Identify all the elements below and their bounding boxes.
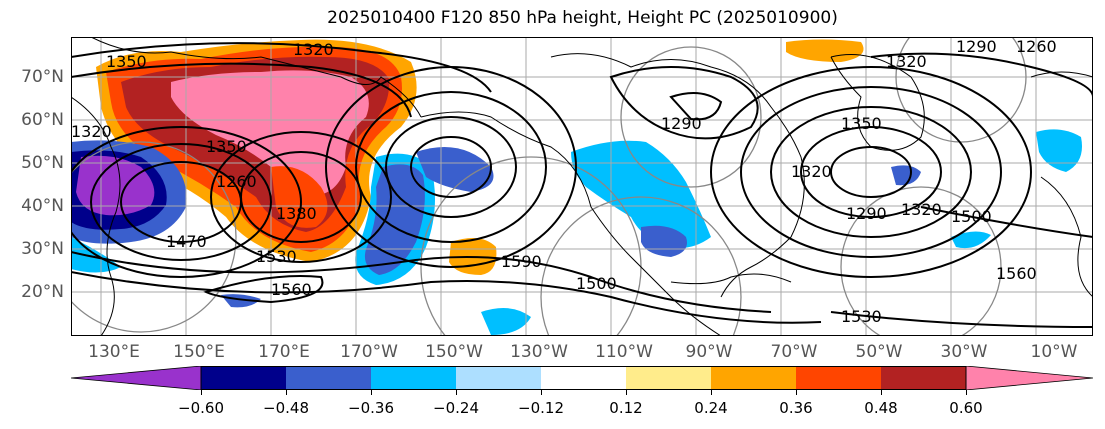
lon-label-110w: 110°W [595, 342, 653, 362]
lon-label-170e: 170°E [258, 342, 310, 362]
colorbar-label: −0.12 [518, 399, 564, 417]
lon-label-70w: 70°W [770, 342, 818, 362]
contour-label: 1350 [841, 114, 882, 133]
lat-label-50n: 50°N [21, 153, 64, 173]
contour-label: 1560 [996, 264, 1037, 283]
colorbar-segment [965, 365, 1094, 391]
colorbar-label: 0.60 [949, 399, 983, 417]
contour-label: 1290 [956, 37, 997, 56]
contour-label: 1380 [276, 204, 317, 223]
contour-label: 1290 [846, 204, 887, 223]
colorbar-tick [881, 390, 882, 395]
contour-label: 1260 [1016, 37, 1057, 56]
colorbar [70, 365, 1094, 391]
map-title: 2025010400 F120 850 hPa height, Height P… [327, 8, 838, 28]
colorbar-label: −0.48 [263, 399, 309, 417]
colorbar-segment [796, 366, 881, 390]
contour-label: 1350 [206, 137, 247, 156]
colorbar-tick [626, 390, 627, 395]
contour-label: 1290 [661, 114, 702, 133]
lon-label-130w: 130°W [510, 342, 568, 362]
lon-label-30w: 30°W [940, 342, 988, 362]
colorbar-segment [711, 366, 796, 390]
map-frame [71, 37, 1093, 336]
lon-label-10w: 10°W [1030, 342, 1078, 362]
lon-label-150w: 150°W [425, 342, 483, 362]
colorbar-segment [881, 366, 966, 390]
colorbar-segment [541, 366, 626, 390]
map-panel: 1320 1350 1350 1320 1260 1380 1470 1530 … [71, 37, 1093, 336]
colorbar-segment [70, 365, 202, 391]
colorbar-label: −0.36 [348, 399, 394, 417]
colorbar-segment [626, 366, 711, 390]
contour-label: 1320 [791, 162, 832, 181]
ensemble-circles [71, 37, 1027, 336]
map-canvas: 1320 1350 1350 1320 1260 1380 1470 1530 … [71, 37, 1093, 336]
colorbar-label: 0.36 [779, 399, 813, 417]
colorbar-tick [711, 390, 712, 395]
coastlines [71, 37, 1093, 336]
contour-label: 1260 [216, 172, 257, 191]
contour-label: 1530 [841, 307, 882, 326]
contour-label: 1500 [951, 207, 992, 226]
lat-label-60n: 60°N [21, 110, 64, 130]
colorbar-label: −0.60 [178, 399, 224, 417]
lon-label-150e: 150°E [173, 342, 225, 362]
contour-label: 1320 [293, 40, 334, 59]
lat-label-30n: 30°N [21, 239, 64, 259]
colorbar-tick [541, 390, 542, 395]
height-contours [71, 42, 1093, 328]
lat-label-20n: 20°N [21, 282, 64, 302]
contour-label: 1500 [576, 274, 617, 293]
lon-label-130e: 130°E [88, 342, 140, 362]
colorbar-tick [456, 390, 457, 395]
contour-label: 1350 [106, 52, 147, 71]
colorbar-svg [70, 365, 1094, 391]
colorbar-segment [371, 366, 456, 390]
lon-label-50w: 50°W [855, 342, 903, 362]
lat-label-70n: 70°N [21, 67, 64, 87]
contour-label: 1320 [886, 52, 927, 71]
colorbar-label: 0.48 [864, 399, 898, 417]
contour-label: 1590 [501, 252, 542, 271]
colorbar-tick [371, 390, 372, 395]
colorbar-tick [966, 390, 967, 395]
contour-labels: 1320 1350 1350 1320 1260 1380 1470 1530 … [71, 37, 1057, 326]
lon-label-90w: 90°W [685, 342, 733, 362]
contour-label: 1560 [271, 280, 312, 299]
contour-label: 1470 [166, 232, 207, 251]
colorbar-segment [456, 366, 541, 390]
colorbar-segment [201, 366, 286, 390]
contour-label: 1320 [901, 200, 942, 219]
colorbar-tick [796, 390, 797, 395]
colorbar-segment [286, 366, 371, 390]
colorbar-label: 0.12 [609, 399, 643, 417]
colorbar-tick [286, 390, 287, 395]
colorbar-label: 0.24 [694, 399, 728, 417]
lat-label-40n: 40°N [21, 196, 64, 216]
lon-label-170w: 170°W [340, 342, 398, 362]
colorbar-tick [201, 390, 202, 395]
contour-label: 1320 [71, 122, 112, 141]
colorbar-label: −0.24 [433, 399, 479, 417]
contour-label: 1530 [256, 247, 297, 266]
